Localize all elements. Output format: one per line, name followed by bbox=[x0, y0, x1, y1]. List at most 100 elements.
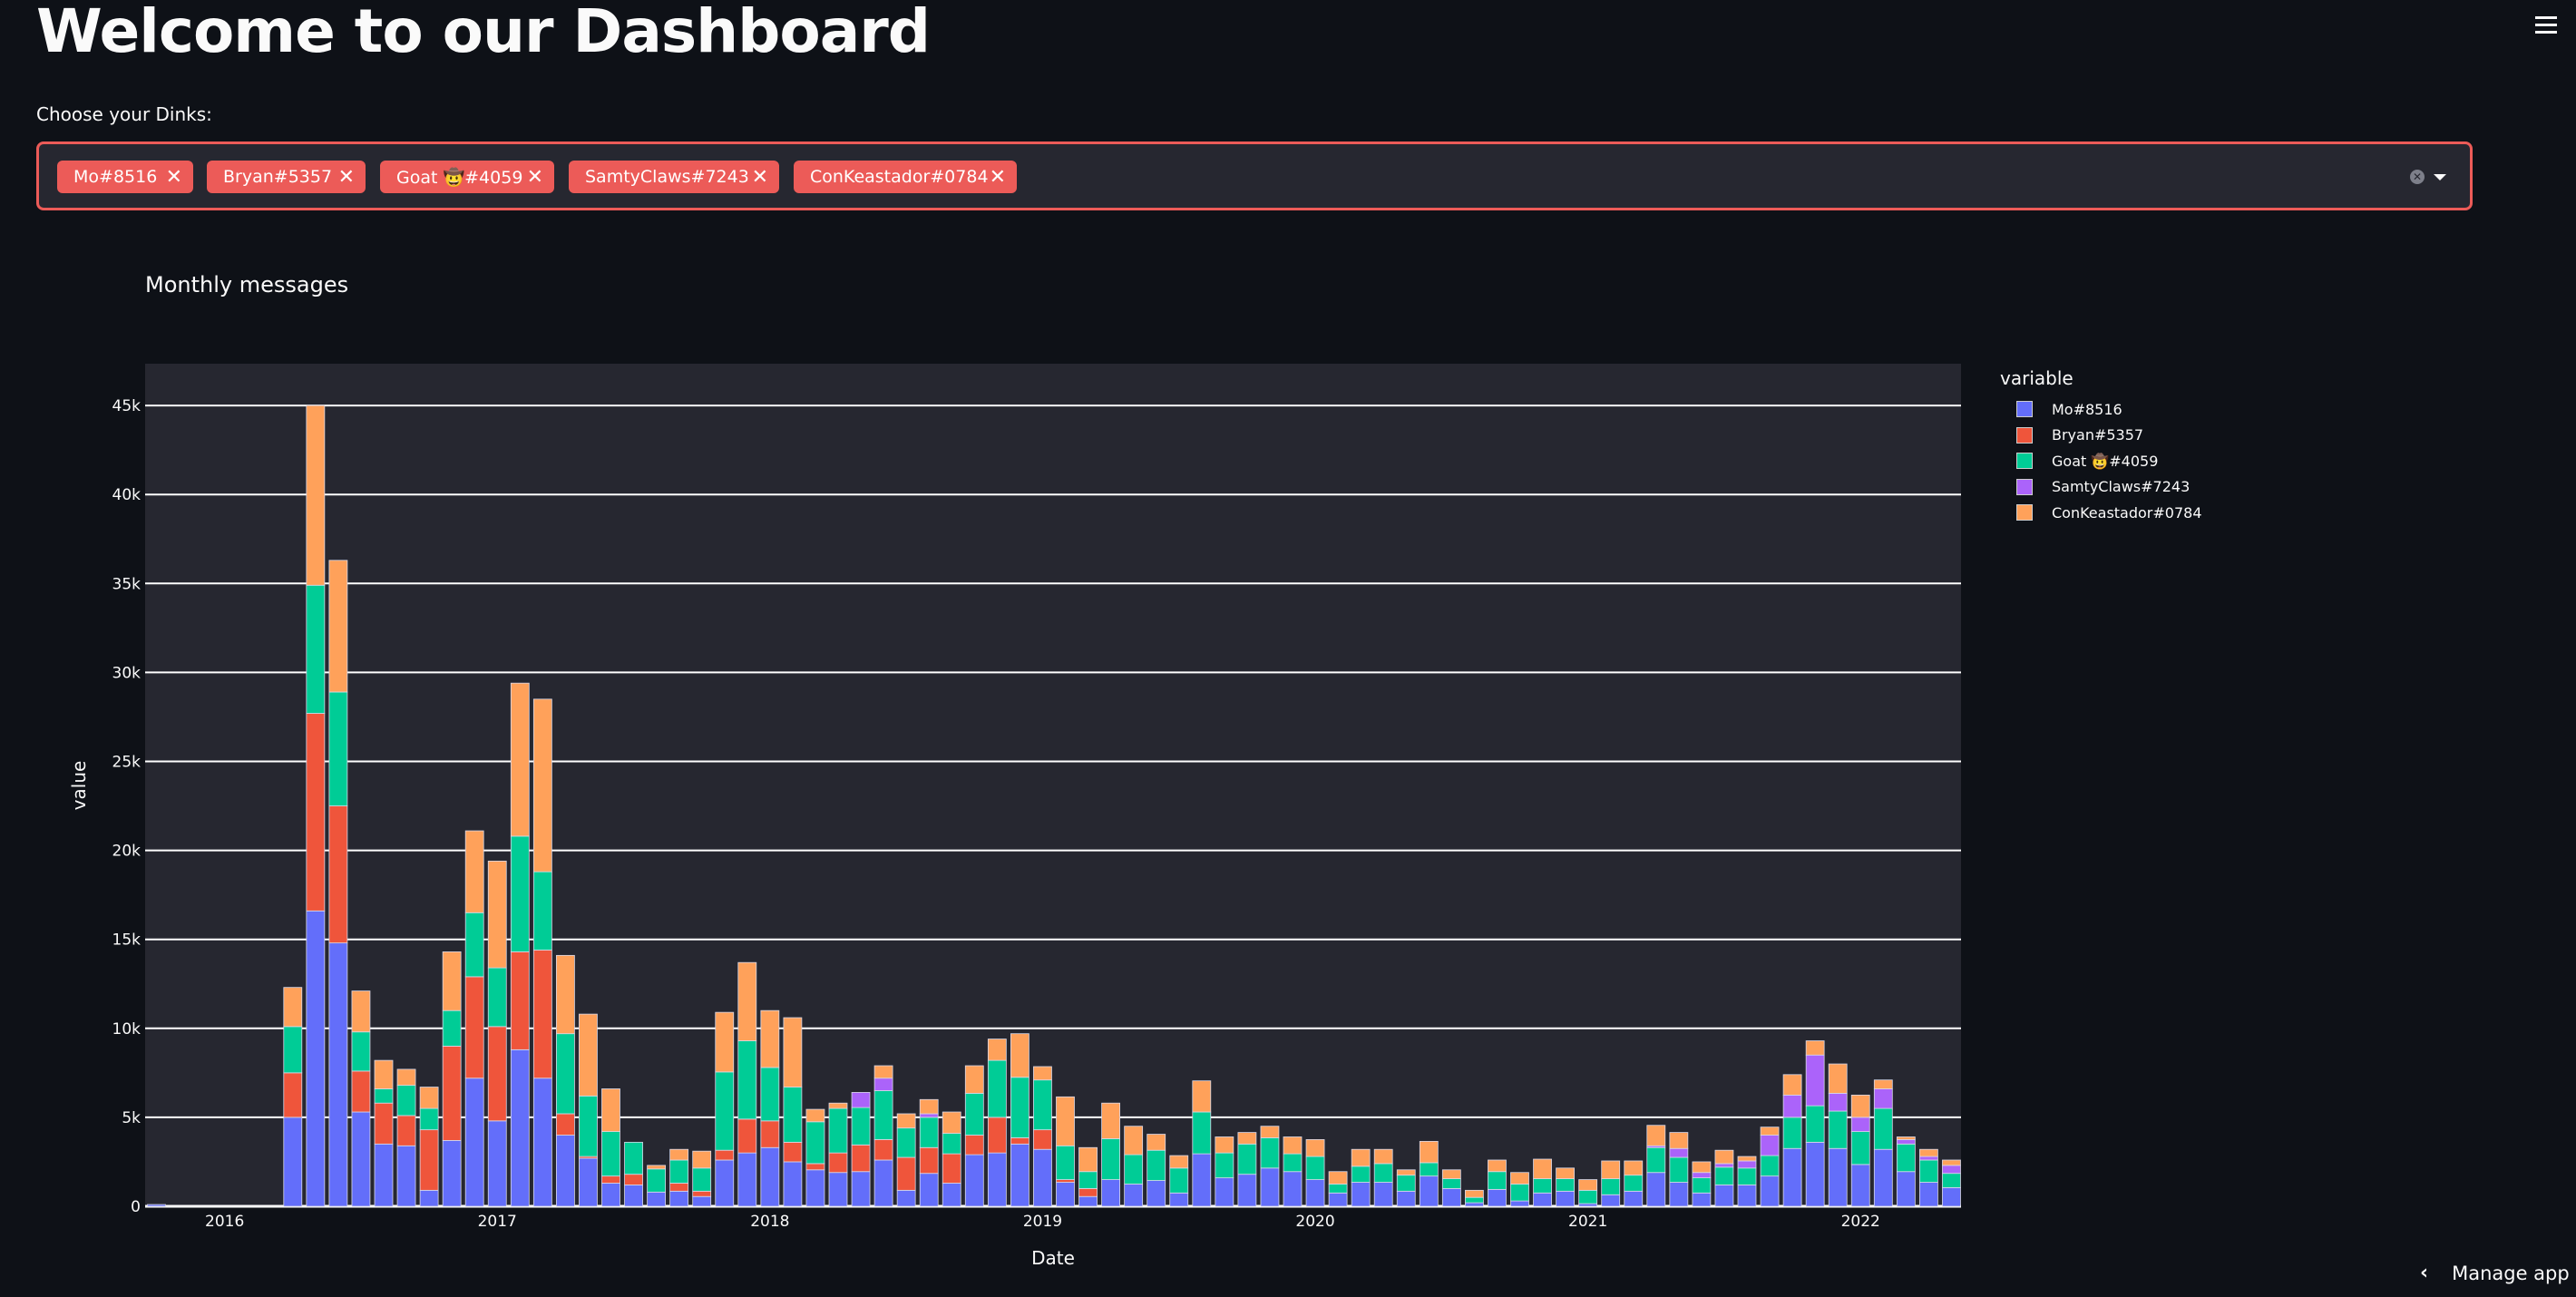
bar-segment[interactable] bbox=[1010, 1137, 1029, 1145]
bar-segment[interactable] bbox=[1782, 1147, 1802, 1207]
bar-segment[interactable] bbox=[737, 1040, 757, 1120]
manage-app-button[interactable]: ‹ Manage app bbox=[2420, 1262, 2570, 1284]
legend-item[interactable]: Bryan#5357 bbox=[2000, 423, 2202, 449]
bar-segment[interactable] bbox=[1624, 1190, 1644, 1207]
bar-segment[interactable] bbox=[1828, 1147, 1848, 1207]
bar-segment[interactable] bbox=[1918, 1159, 1938, 1183]
bar-segment[interactable] bbox=[1760, 1126, 1780, 1136]
bar-segment[interactable] bbox=[442, 951, 462, 1011]
bar-segment[interactable] bbox=[1805, 1105, 1825, 1143]
bar-segment[interactable] bbox=[487, 967, 507, 1028]
bar-segment[interactable] bbox=[1873, 1107, 1893, 1150]
bar-segment[interactable] bbox=[1033, 1129, 1052, 1150]
bar-segment[interactable] bbox=[1578, 1189, 1598, 1204]
clear-all-icon[interactable]: ✕ bbox=[2410, 170, 2425, 184]
legend-item[interactable]: Goat 🤠#4059 bbox=[2000, 448, 2202, 474]
bar-segment[interactable] bbox=[1237, 1143, 1257, 1175]
bar-segment[interactable] bbox=[896, 1113, 916, 1129]
bar-segment[interactable] bbox=[510, 835, 530, 952]
bar-segment[interactable] bbox=[828, 1102, 848, 1109]
bar-segment[interactable] bbox=[1192, 1153, 1212, 1207]
bar-segment[interactable] bbox=[783, 1161, 803, 1207]
bar-segment[interactable] bbox=[1918, 1148, 1938, 1157]
bar-segment[interactable] bbox=[1192, 1080, 1212, 1113]
bar-segment[interactable] bbox=[964, 1065, 984, 1094]
bar-segment[interactable] bbox=[419, 1129, 439, 1191]
bar-segment[interactable] bbox=[737, 1152, 757, 1207]
bar-segment[interactable] bbox=[1373, 1163, 1393, 1183]
remove-tag-icon[interactable]: ✕ bbox=[526, 166, 543, 189]
bar-segment[interactable] bbox=[1124, 1126, 1144, 1156]
bar-segment[interactable] bbox=[1488, 1188, 1507, 1207]
bar-segment[interactable] bbox=[283, 1072, 303, 1118]
bar-segment[interactable] bbox=[1805, 1040, 1825, 1056]
bar-segment[interactable] bbox=[783, 1087, 803, 1143]
bar-segment[interactable] bbox=[1078, 1171, 1098, 1189]
bar-segment[interactable] bbox=[1283, 1136, 1303, 1155]
bar-segment[interactable] bbox=[805, 1108, 825, 1123]
bar-segment[interactable] bbox=[1692, 1161, 1712, 1174]
bar-segment[interactable] bbox=[283, 1117, 303, 1207]
bar-segment[interactable] bbox=[1305, 1156, 1325, 1180]
bar-segment[interactable] bbox=[1169, 1192, 1189, 1207]
bar-segment[interactable] bbox=[964, 1093, 984, 1136]
bar-segment[interactable] bbox=[1351, 1165, 1371, 1183]
bar-segment[interactable] bbox=[1237, 1132, 1257, 1145]
bar-segment[interactable] bbox=[532, 698, 552, 873]
bar-segment[interactable] bbox=[1124, 1154, 1144, 1185]
bar-segment[interactable] bbox=[669, 1183, 689, 1192]
bar-segment[interactable] bbox=[942, 1183, 961, 1207]
bar-segment[interactable] bbox=[374, 1102, 394, 1145]
bar-segment[interactable] bbox=[532, 871, 552, 951]
bar-segment[interactable] bbox=[1896, 1139, 1916, 1145]
bar-segment[interactable] bbox=[1510, 1200, 1529, 1207]
bar-segment[interactable] bbox=[1896, 1143, 1916, 1173]
bar-segment[interactable] bbox=[1737, 1167, 1757, 1185]
bar-segment[interactable] bbox=[783, 1141, 803, 1163]
remove-tag-icon[interactable]: ✕ bbox=[337, 166, 355, 189]
bar-segment[interactable] bbox=[1465, 1196, 1484, 1204]
bar-segment[interactable] bbox=[532, 1078, 552, 1207]
bar-segment[interactable] bbox=[442, 1009, 462, 1047]
bar-segment[interactable] bbox=[147, 1204, 166, 1207]
bar-segment[interactable] bbox=[1669, 1156, 1689, 1183]
bar-segment[interactable] bbox=[1192, 1111, 1212, 1155]
bar-segment[interactable] bbox=[1305, 1139, 1325, 1157]
bar-segment[interactable] bbox=[306, 713, 326, 912]
bar-segment[interactable] bbox=[1737, 1160, 1757, 1169]
bar-segment[interactable] bbox=[896, 1189, 916, 1207]
bar-segment[interactable] bbox=[579, 1157, 598, 1207]
bar-segment[interactable] bbox=[1646, 1125, 1666, 1146]
bar-segment[interactable] bbox=[442, 1140, 462, 1207]
bar-segment[interactable] bbox=[851, 1144, 871, 1173]
bar-segment[interactable] bbox=[1419, 1175, 1439, 1207]
bar-segment[interactable] bbox=[1942, 1159, 1961, 1166]
legend-item[interactable]: ConKeastador#0784 bbox=[2000, 500, 2202, 526]
bar-segment[interactable] bbox=[1942, 1173, 1961, 1188]
bar-segment[interactable] bbox=[805, 1169, 825, 1207]
bar-segment[interactable] bbox=[1669, 1132, 1689, 1149]
bar-segment[interactable] bbox=[1760, 1135, 1780, 1156]
bar-segment[interactable] bbox=[1850, 1131, 1870, 1165]
bar-segment[interactable] bbox=[487, 860, 507, 969]
bar-segment[interactable] bbox=[532, 950, 552, 1079]
bar-segment[interactable] bbox=[647, 1165, 666, 1170]
bar-segment[interactable] bbox=[1828, 1063, 1848, 1094]
bar-segment[interactable] bbox=[464, 830, 484, 913]
bar-segment[interactable] bbox=[805, 1121, 825, 1165]
bar-segment[interactable] bbox=[692, 1167, 712, 1192]
bar-segment[interactable] bbox=[1646, 1172, 1666, 1207]
bar-segment[interactable] bbox=[1533, 1158, 1552, 1179]
bar-segment[interactable] bbox=[283, 987, 303, 1028]
bar-segment[interactable] bbox=[1601, 1194, 1621, 1207]
bar-segment[interactable] bbox=[487, 1120, 507, 1207]
bar-segment[interactable] bbox=[1646, 1146, 1666, 1174]
bar-segment[interactable] bbox=[306, 910, 326, 1207]
bar-segment[interactable] bbox=[601, 1175, 620, 1184]
remove-tag-icon[interactable]: ✕ bbox=[751, 166, 768, 189]
bar-segment[interactable] bbox=[1465, 1202, 1484, 1207]
bar-segment[interactable] bbox=[1396, 1169, 1416, 1176]
bar-segment[interactable] bbox=[464, 1078, 484, 1207]
bar-segment[interactable] bbox=[1782, 1074, 1802, 1096]
